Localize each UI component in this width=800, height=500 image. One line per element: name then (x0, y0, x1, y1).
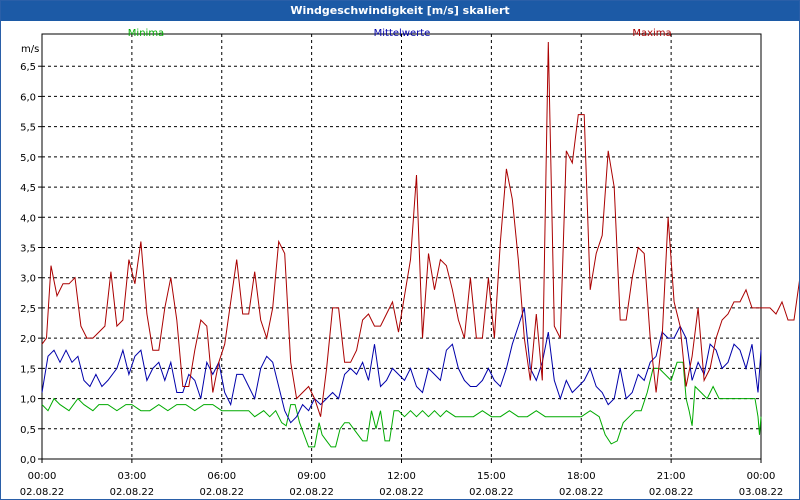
y-tick-label: 0,0 (20, 455, 36, 466)
y-tick-label: 0,5 (20, 425, 36, 436)
wind-speed-chart: 0,0 0,5 1,0 1,5 2,0 2,5 3,0 3,5 4,0 4,5 5,0 5,5 6,0 6… (20, 28, 799, 498)
y-tick-label: 3,0 (20, 274, 36, 285)
legend-entry-minima: Minima (128, 28, 164, 39)
x-tick-time: 18:00 (567, 471, 596, 482)
y-axis-label: m/s (21, 44, 39, 55)
x-tick-date: 02.08.22 (469, 487, 514, 498)
chart-title: Windgeschwindigkeit [m/s] skaliert (1, 1, 799, 21)
legend-entry-maxima: Maxima (632, 28, 671, 39)
x-tick-time: 15:00 (477, 471, 506, 482)
y-tick-label: 6,0 (20, 92, 36, 103)
x-tick-time: 03:00 (117, 471, 146, 482)
plot-frame (41, 33, 762, 460)
y-tick-label: 4,0 (20, 213, 36, 224)
series-line-maxima (41, 41, 799, 417)
x-tick-date: 02.08.22 (20, 487, 65, 498)
x-tick-time: 21:00 (657, 471, 686, 482)
series-line-mittelwerte (41, 307, 762, 424)
y-tick-label: 5,0 (20, 153, 36, 164)
x-tick-time: 06:00 (207, 471, 236, 482)
y-tick-label: 1,5 (20, 364, 36, 375)
x-tick-time: 12:00 (387, 471, 416, 482)
y-tick-label: 6,5 (20, 62, 36, 73)
x-tick-date: 02.08.22 (379, 487, 424, 498)
x-tick-time: 09:00 (297, 471, 326, 482)
y-tick-label: 2,0 (20, 334, 36, 345)
x-tick-time: 00:00 (28, 471, 57, 482)
y-tick-label: 1,0 (20, 395, 36, 406)
x-tick-date: 02.08.22 (199, 487, 244, 498)
x-tick-time: 00:00 (747, 471, 776, 482)
series-line-minima (41, 361, 762, 448)
x-tick-date: 02.08.22 (110, 487, 155, 498)
y-tick-label: 2,5 (20, 304, 36, 315)
x-tick-date: 02.08.22 (559, 487, 604, 498)
x-tick-date: 03.08.22 (739, 487, 784, 498)
y-tick-label: 3,5 (20, 244, 36, 255)
y-tick-label: 5,5 (20, 123, 36, 134)
legend-entry-mittelwerte: Mittelwerte (374, 28, 431, 39)
x-tick-date: 02.08.22 (649, 487, 694, 498)
y-tick-label: 4,5 (20, 183, 36, 194)
x-tick-date: 02.08.22 (289, 487, 334, 498)
